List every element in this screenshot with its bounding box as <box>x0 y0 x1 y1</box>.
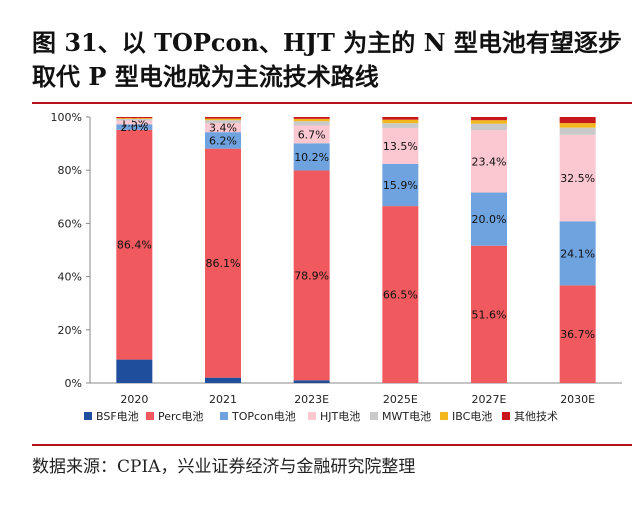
y-tick-label: 0% <box>65 377 82 390</box>
bar-segment <box>205 148 241 378</box>
bar-segment <box>382 127 419 164</box>
legend-label: Perc电池 <box>158 410 203 423</box>
bar-segment <box>559 134 596 222</box>
data-label: 24.1% <box>560 247 595 260</box>
legend-label: BSF电池 <box>96 410 139 423</box>
x-tick-label: 2025E <box>383 393 418 406</box>
bar-segment <box>471 192 507 246</box>
bar-segment <box>382 163 419 207</box>
x-tick-label: 2027E <box>472 393 507 406</box>
chart-frame: 0% 20% 40% 60% 80% 100% 86.4% 2.0% 1.5% 2020 86.1%… <box>32 102 632 446</box>
y-tick-label: 80% <box>58 164 82 177</box>
bar-segment <box>205 132 241 149</box>
x-tick-label: 2030E <box>560 393 595 406</box>
legend-swatch <box>370 412 378 420</box>
bar-segment <box>293 117 330 119</box>
legend-label: MWT电池 <box>382 410 431 423</box>
bar-segment <box>205 117 241 119</box>
data-label: 6.7% <box>298 128 326 141</box>
y-tick-label: 20% <box>58 324 82 337</box>
bar-segment <box>293 125 330 144</box>
bar-segment <box>293 380 330 383</box>
legend-swatch <box>308 412 316 420</box>
x-tick-label: 2020 <box>120 393 148 406</box>
bar-segment <box>205 123 241 133</box>
legend-swatch <box>502 412 510 420</box>
data-label: 36.7% <box>560 328 595 341</box>
bar-segment <box>471 130 507 193</box>
data-label: 51.6% <box>472 308 507 321</box>
bar-segment <box>116 129 153 360</box>
bar-segment <box>559 123 596 128</box>
data-label: 10.2% <box>294 151 329 164</box>
figure-title-line-1: 图 31、以 TOPcon、HJT 为主的 N 型电池有望逐步 <box>32 28 622 57</box>
bar-segment <box>382 117 419 120</box>
bar-segment <box>471 123 507 131</box>
legend-label: IBC电池 <box>452 410 492 423</box>
bar-segment <box>205 118 241 121</box>
data-source-note: 数据来源：CPIA，兴业证券经济与金融研究院整理 <box>32 457 416 477</box>
bar-segment <box>116 118 153 121</box>
data-label: 13.5% <box>383 140 418 153</box>
bar-segment <box>293 143 330 171</box>
bar-segment <box>559 285 596 383</box>
data-label: 32.5% <box>560 172 595 185</box>
figure-title: 图 31、以 TOPcon、HJT 为主的 N 型电池有望逐步 取代 P 型电池… <box>32 26 632 94</box>
bar-segment <box>382 119 419 124</box>
data-label: 15.9% <box>383 179 418 192</box>
bar-segment <box>116 359 153 383</box>
legend-swatch <box>84 412 92 420</box>
legend-label: HJT电池 <box>320 410 360 423</box>
bar-segment <box>205 120 241 124</box>
bar-segment <box>293 170 330 381</box>
bar-segment <box>116 120 153 125</box>
legend-swatch <box>220 412 228 420</box>
data-label: 3.4% <box>209 122 237 135</box>
bar-segment <box>471 120 507 124</box>
bar-segment <box>471 117 507 121</box>
bar-segment <box>293 121 330 126</box>
y-tick-label: 60% <box>58 217 82 230</box>
stacked-bar-chart: 0%20%40%60%80%100%86.4%2.0%1.5%202086.1%… <box>51 111 622 423</box>
y-tick-label: 100% <box>51 111 82 124</box>
x-tick-label: 2023E <box>294 393 329 406</box>
data-label: 66.5% <box>383 289 418 302</box>
bar-segment <box>471 245 507 383</box>
legend-swatch <box>146 412 154 420</box>
bar-segment <box>293 118 330 122</box>
data-label: 86.1% <box>206 257 241 270</box>
bar-segment <box>559 127 596 135</box>
bar-segment <box>382 206 419 383</box>
bar-segment <box>205 377 241 383</box>
bar-segment <box>116 118 153 119</box>
legend-label: TOPcon电池 <box>231 410 296 423</box>
bar-segment <box>559 117 596 124</box>
figure-title-line-2: 取代 P 型电池成为主流技术路线 <box>32 62 379 91</box>
bar-segment <box>559 221 596 286</box>
data-label: 20.0% <box>472 213 507 226</box>
legend-swatch <box>440 412 448 420</box>
data-label: 86.4% <box>117 239 152 252</box>
x-tick-label: 2021 <box>209 393 237 406</box>
y-tick-label: 40% <box>58 271 82 284</box>
bar-segment <box>382 123 419 128</box>
data-label: 78.9% <box>294 269 329 282</box>
bar-segment <box>116 124 153 130</box>
legend-label: 其他技术 <box>514 410 558 423</box>
data-label: 23.4% <box>472 155 507 168</box>
data-label: 6.2% <box>209 134 237 147</box>
bar-segment <box>116 117 153 119</box>
